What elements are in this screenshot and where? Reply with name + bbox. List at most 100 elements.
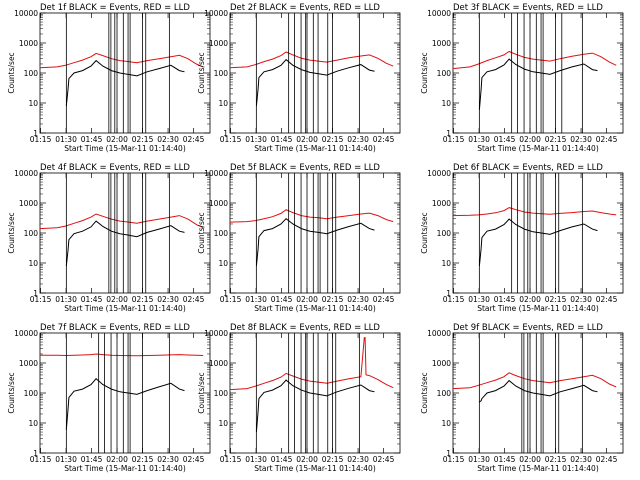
series-line-lld [230, 51, 394, 69]
plot-frame [39, 172, 211, 294]
y-tick-label: 1 [446, 129, 451, 138]
x-tick-label: 02:45 [373, 455, 395, 464]
y-axis-label: Counts/sec [420, 372, 429, 413]
panel-title: Det 1f BLACK = Events, RED = LLD [40, 3, 190, 13]
y-tick-label: 100 [214, 229, 229, 238]
plot-frame [229, 172, 401, 294]
x-tick-label: 02:45 [183, 295, 205, 304]
y-axis-label: Counts/sec [7, 372, 16, 413]
panel-title: Det 9f BLACK = Events, RED = LLD [453, 323, 603, 333]
y-tick-label: 1000 [209, 39, 228, 48]
y-tick-label: 10000 [427, 329, 451, 338]
series-line-lld [40, 52, 204, 69]
y-tick-label: 1000 [209, 199, 228, 208]
x-tick-label: 02:00 [519, 455, 541, 464]
y-tick-label: 1000 [19, 39, 38, 48]
plot-frame [39, 12, 211, 134]
series-line-events [65, 220, 185, 266]
x-tick-label: 02:45 [596, 455, 618, 464]
x-tick-label: 02:00 [106, 295, 128, 304]
x-tick-label: 02:00 [106, 455, 128, 464]
y-tick-label: 1 [223, 129, 228, 138]
x-tick-label: 02:30 [157, 295, 179, 304]
x-axis-label: Start Time (15-Mar-11 01:14:40) [477, 144, 599, 153]
x-tick-label: 01:30 [245, 295, 267, 304]
x-tick-label: 01:45 [271, 295, 293, 304]
x-tick-label: 02:15 [545, 295, 567, 304]
x-tick-label: 02:00 [296, 295, 318, 304]
x-tick-label: 02:15 [322, 455, 344, 464]
y-tick-label: 100 [24, 229, 39, 238]
x-tick-label: 01:15 [30, 295, 52, 304]
x-tick-label: 01:45 [81, 455, 103, 464]
y-tick-label: 10000 [204, 9, 228, 18]
series-line-events [479, 379, 598, 403]
y-tick-label: 10000 [204, 329, 228, 338]
x-axis-label: Start Time (15-Mar-11 01:14:40) [477, 304, 599, 313]
y-tick-label: 10 [441, 99, 451, 108]
x-tick-label: 02:30 [347, 295, 369, 304]
y-axis-label: Counts/sec [197, 372, 206, 413]
x-tick-label: 01:15 [443, 295, 465, 304]
x-axis-label: Start Time (15-Mar-11 01:14:40) [64, 464, 186, 473]
series-line-lld [453, 50, 617, 70]
y-axis-label: Counts/sec [7, 52, 16, 93]
x-tick-label: 02:45 [183, 455, 205, 464]
y-tick-label: 10000 [427, 169, 451, 178]
x-tick-label: 02:15 [545, 135, 567, 144]
series-line-events [65, 59, 185, 106]
series-line-lld [453, 372, 617, 390]
series-line-lld [230, 209, 394, 223]
x-tick-label: 01:15 [443, 455, 465, 464]
y-tick-label: 10 [28, 99, 38, 108]
panel-title: Det 7f BLACK = Events, RED = LLD [40, 323, 190, 333]
y-tick-label: 1 [33, 289, 38, 298]
x-tick-label: 02:30 [570, 295, 592, 304]
y-tick-label: 1000 [432, 199, 451, 208]
y-tick-label: 100 [437, 389, 452, 398]
y-tick-label: 10 [218, 419, 228, 428]
y-tick-label: 1000 [209, 359, 228, 368]
x-tick-label: 01:15 [220, 295, 242, 304]
series-line-events [478, 218, 598, 266]
x-tick-label: 02:15 [132, 455, 154, 464]
y-tick-label: 10000 [14, 9, 38, 18]
panel-title: Det 2f BLACK = Events, RED = LLD [230, 3, 380, 13]
x-tick-label: 02:15 [132, 295, 154, 304]
x-axis-label: Start Time (15-Mar-11 01:14:40) [477, 464, 599, 473]
x-axis-label: Start Time (15-Mar-11 01:14:40) [254, 464, 376, 473]
y-tick-label: 1000 [432, 359, 451, 368]
y-tick-label: 10 [218, 99, 228, 108]
x-tick-label: 02:00 [296, 135, 318, 144]
x-tick-label: 01:45 [494, 295, 516, 304]
y-tick-label: 100 [437, 229, 452, 238]
panel-title: Det 5f BLACK = Events, RED = LLD [230, 163, 380, 173]
y-axis-label: Counts/sec [197, 52, 206, 93]
y-tick-label: 100 [24, 389, 39, 398]
series-line-lld [453, 207, 617, 217]
panel-title: Det 4f BLACK = Events, RED = LLD [40, 163, 190, 173]
x-tick-label: 02:15 [132, 135, 154, 144]
y-tick-label: 10 [28, 259, 38, 268]
plot-frame [452, 332, 624, 454]
y-tick-label: 10 [441, 419, 451, 428]
y-tick-label: 1 [446, 449, 451, 458]
y-axis-label: Counts/sec [197, 212, 206, 253]
series-line-events [65, 377, 185, 430]
y-tick-label: 1000 [19, 359, 38, 368]
x-tick-label: 02:45 [596, 135, 618, 144]
x-tick-label: 02:30 [570, 135, 592, 144]
x-tick-label: 01:45 [81, 135, 103, 144]
y-tick-label: 10000 [204, 169, 228, 178]
x-tick-label: 02:15 [322, 135, 344, 144]
x-tick-label: 01:30 [468, 135, 490, 144]
x-axis-label: Start Time (15-Mar-11 01:14:40) [64, 144, 186, 153]
